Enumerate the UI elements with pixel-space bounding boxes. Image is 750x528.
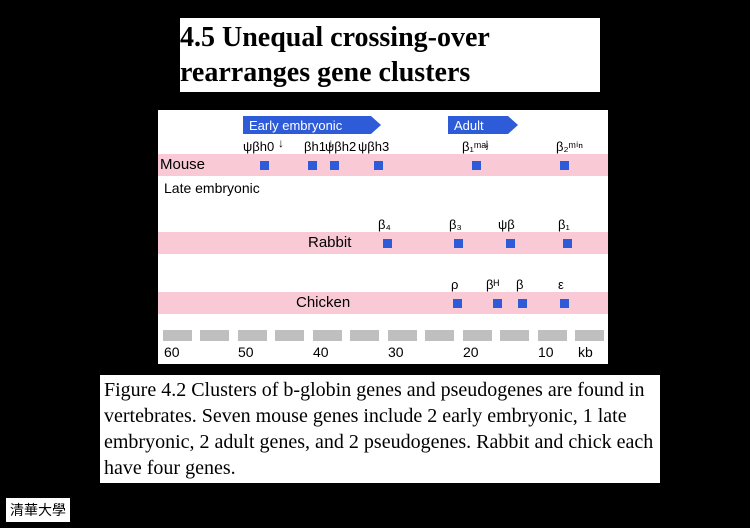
gene-marker xyxy=(563,239,572,248)
gene-marker xyxy=(560,161,569,170)
axis-tick-label: 10 xyxy=(538,344,554,360)
gene-label: ψβh0 xyxy=(243,139,274,154)
ruler xyxy=(158,330,608,342)
adult-arrow-label: Adult xyxy=(448,116,508,134)
gene-marker xyxy=(308,161,317,170)
gene-marker xyxy=(506,239,515,248)
ruler-segment xyxy=(275,330,304,341)
ruler-segment xyxy=(463,330,492,341)
adult-arrow: Adult xyxy=(448,116,518,134)
mouse-track xyxy=(158,154,608,176)
ruler-segment xyxy=(200,330,229,341)
gene-label: β₂ᵐⁱⁿ xyxy=(556,139,583,155)
ruler-segment xyxy=(313,330,342,341)
axis-tick-label: 40 xyxy=(313,344,329,360)
early-embryonic-arrow: Early embryonic xyxy=(243,116,381,134)
gene-label: β₁ᵐᵃʲ xyxy=(462,139,488,154)
gene-marker xyxy=(493,299,502,308)
gene-label: ψβh3 xyxy=(358,139,389,154)
gene-marker xyxy=(453,299,462,308)
axis-tick-label: 30 xyxy=(388,344,404,360)
gene-marker xyxy=(560,299,569,308)
ruler-segment xyxy=(350,330,379,341)
section-title: 4.5 Unequal crossing-over rearranges gen… xyxy=(180,18,600,92)
mouse-label: Mouse xyxy=(160,156,205,173)
gene-label: β xyxy=(516,277,523,292)
gene-marker xyxy=(374,161,383,170)
gene-marker xyxy=(260,161,269,170)
gene-label: βh1 xyxy=(304,139,326,154)
gene-label: ψβh2 xyxy=(325,139,356,154)
axis-tick-label: 20 xyxy=(463,344,479,360)
arrow-head-icon xyxy=(508,116,518,134)
ruler-segment xyxy=(388,330,417,341)
down-arrow-icon: ↓ xyxy=(278,136,284,150)
university-logo: 清華大學 xyxy=(6,498,70,522)
ruler-segment xyxy=(575,330,604,341)
rabbit-label: Rabbit xyxy=(308,234,351,251)
gene-label: β₃ xyxy=(449,217,462,232)
axis-unit-label: kb xyxy=(578,344,593,360)
ruler-segment xyxy=(500,330,529,341)
gene-marker xyxy=(472,161,481,170)
ruler-segment xyxy=(425,330,454,341)
figure-panel: Early embryonic Adult ↓↓↓ Mouse Late emb… xyxy=(158,110,608,364)
gene-label: βᴴ xyxy=(486,277,499,292)
chicken-label: Chicken xyxy=(296,294,350,311)
gene-marker xyxy=(518,299,527,308)
figure-inner: Early embryonic Adult ↓↓↓ Mouse Late emb… xyxy=(158,114,608,364)
gene-label: ψβ xyxy=(498,217,515,232)
axis-tick-label: 60 xyxy=(164,344,180,360)
late-embryonic-label: Late embryonic xyxy=(164,180,260,196)
gene-marker xyxy=(383,239,392,248)
gene-label: β₄ xyxy=(378,217,391,232)
figure-caption: Figure 4.2 Clusters of b-globin genes an… xyxy=(100,375,660,483)
chicken-track xyxy=(158,292,608,314)
gene-label: ε xyxy=(558,277,564,292)
gene-marker xyxy=(454,239,463,248)
gene-marker xyxy=(330,161,339,170)
axis-labels: 60 50 40 30 20 10 kb xyxy=(158,344,608,364)
gene-label: ρ xyxy=(451,277,458,292)
gene-label: β₁ xyxy=(558,217,570,232)
early-arrow-label: Early embryonic xyxy=(243,116,371,134)
ruler-segment xyxy=(538,330,567,341)
ruler-segment xyxy=(163,330,192,341)
axis-tick-label: 50 xyxy=(238,344,254,360)
ruler-segment xyxy=(238,330,267,341)
arrow-head-icon xyxy=(371,116,381,134)
